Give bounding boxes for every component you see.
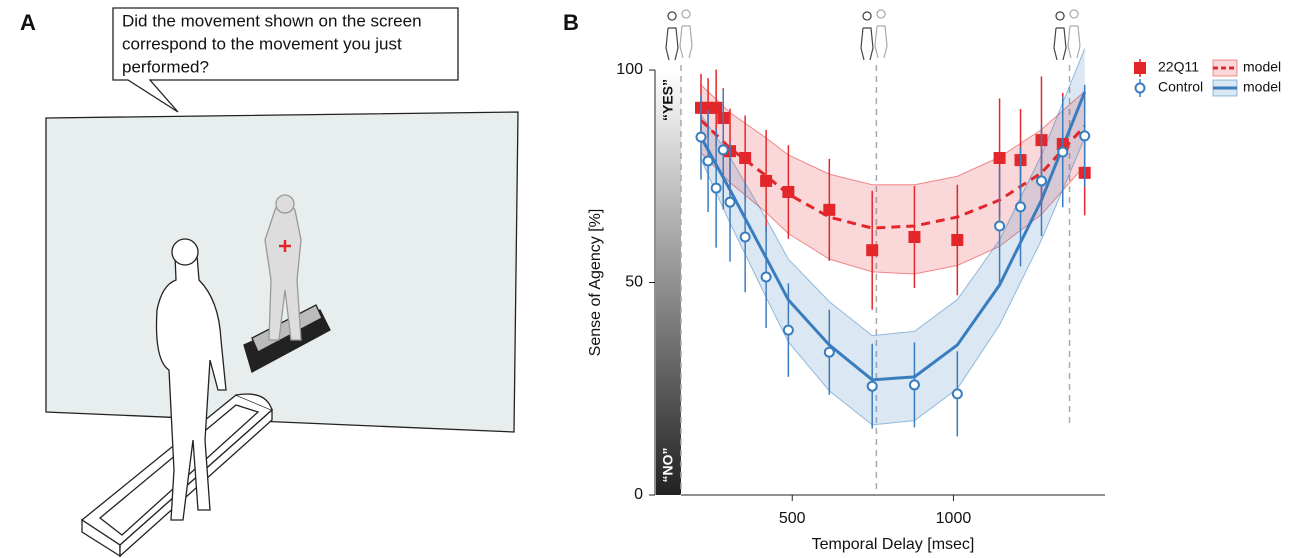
- legend-label: Control: [1158, 79, 1203, 95]
- marker: [951, 388, 963, 400]
- y-tick-label: 50: [625, 274, 643, 291]
- marker: [739, 231, 751, 243]
- marker: [951, 234, 964, 246]
- marker: [782, 324, 794, 336]
- legend-label: model: [1243, 59, 1281, 75]
- marker: [724, 196, 736, 208]
- gradient-label: “YES”: [660, 79, 676, 121]
- marker: [908, 379, 920, 391]
- marker: [866, 244, 879, 257]
- marker: [866, 380, 878, 392]
- speech-text: Did the movement shown on the screen: [122, 11, 422, 30]
- marker: [993, 151, 1006, 164]
- marker: [1057, 146, 1069, 158]
- legend-marker: [1134, 62, 1146, 74]
- agency-gradient: [656, 70, 681, 495]
- speech-text: correspond to the movement you just: [122, 34, 402, 53]
- speech-text: performed?: [122, 57, 209, 76]
- legend-marker: [1134, 82, 1146, 94]
- legend-label: 22Q11: [1158, 59, 1199, 75]
- x-axis-label: Temporal Delay [msec]: [812, 536, 975, 553]
- confidence-band: [700, 84, 1085, 274]
- marker: [908, 231, 921, 244]
- confidence-band: [700, 48, 1085, 425]
- marker: [1079, 130, 1091, 142]
- marker: [823, 346, 835, 358]
- marker: [823, 203, 836, 216]
- marker: [739, 151, 752, 164]
- marker: [710, 101, 723, 114]
- marker: [760, 174, 773, 187]
- marker: [710, 182, 722, 194]
- marker: [702, 155, 714, 167]
- panel-label: B: [563, 10, 579, 35]
- marker: [717, 144, 729, 156]
- x-tick-label: 500: [779, 510, 806, 527]
- marker: [1015, 201, 1027, 213]
- y-axis-label: Sense of Agency [%]: [587, 209, 604, 357]
- band-edge: [700, 84, 1086, 186]
- marker: [1035, 175, 1047, 187]
- illustration: [45, 7, 519, 558]
- y-tick-label: 0: [634, 486, 643, 503]
- gradient-label: “NO”: [660, 448, 676, 483]
- x-tick-label: 1000: [936, 510, 972, 527]
- legend-label: model: [1243, 79, 1281, 95]
- band-edge: [700, 48, 1086, 337]
- marker: [760, 271, 772, 283]
- icons: [665, 9, 1081, 61]
- marker: [994, 220, 1006, 232]
- y-tick-label: 100: [616, 61, 643, 78]
- marker: [782, 185, 795, 198]
- panel-label: A: [20, 10, 36, 35]
- marker: [695, 131, 707, 143]
